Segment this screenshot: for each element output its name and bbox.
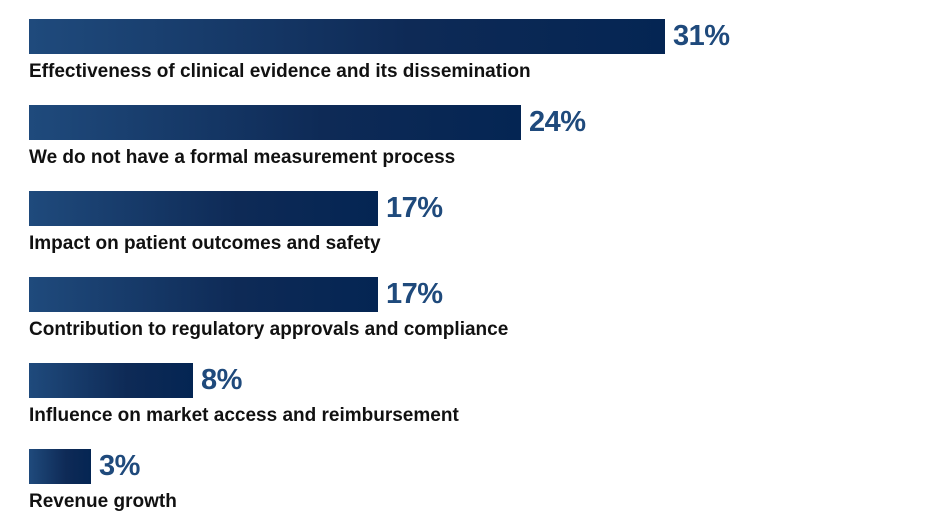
bar-row: 24% We do not have a formal measurement p… [29,105,909,175]
value-label: 3% [99,450,140,482]
category-label: We do not have a formal measurement proc… [29,147,456,168]
value-label: 24% [529,106,586,138]
bar-line: 31% [29,19,730,54]
value-label: 31% [673,20,730,52]
bar-row: 8% Influence on market access and reimbur… [29,363,909,433]
value-label: 8% [201,364,242,396]
category-label: Effectiveness of clinical evidence and i… [29,61,531,82]
bar [29,277,378,312]
category-label: Contribution to regulatory approvals and… [29,319,509,340]
bar-line: 3% [29,449,140,484]
category-label: Impact on patient outcomes and safety [29,233,381,254]
bar-row: 17% Impact on patient outcomes and safety [29,191,909,261]
value-label: 17% [386,192,443,224]
bar-row: 17% Contribution to regulatory approvals … [29,277,909,347]
bar [29,363,193,398]
category-label: Influence on market access and reimburse… [29,405,459,426]
bar [29,19,665,54]
category-label: Revenue growth [29,491,177,512]
bar-row: 3% Revenue growth [29,449,909,519]
bar [29,191,378,226]
value-label: 17% [386,278,443,310]
bar-line: 8% [29,363,242,398]
bar [29,105,521,140]
bar-line: 24% [29,105,586,140]
bar [29,449,91,484]
bar-row: 31% Effectiveness of clinical evidence an… [29,19,909,89]
bar-line: 17% [29,191,443,226]
bar-line: 17% [29,277,443,312]
